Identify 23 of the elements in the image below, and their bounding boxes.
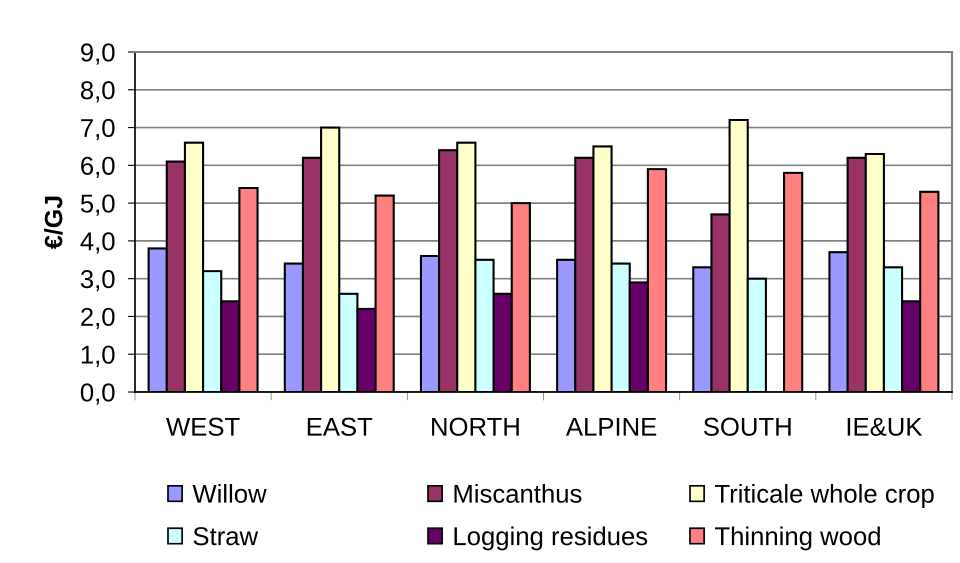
y-tick-label: 2,0 — [81, 308, 115, 330]
y-tick-label: 7,0 — [81, 118, 115, 140]
x-tick-label: SOUTH — [704, 418, 791, 436]
x-tick-label: IE&UK — [848, 418, 922, 436]
y-tick-label: 3,0 — [80, 270, 115, 292]
y-tick-label: 9,0 — [81, 43, 115, 65]
x-tick-label: ALPINE — [566, 418, 656, 436]
x-tick-label: EAST — [308, 418, 372, 436]
y-tick-label: 0,0 — [80, 383, 115, 405]
x-tick-label: WEST — [166, 418, 240, 436]
y-tick-label: 1,0 — [82, 346, 115, 367]
y-axis-title: €/GJ — [44, 196, 63, 249]
y-tick-label: 8,0 — [80, 81, 115, 102]
legend-label: Straw — [194, 527, 258, 546]
y-tick-label: 5,0 — [80, 194, 115, 216]
y-tick-label: 4,0 — [80, 232, 115, 254]
y-tick-label: 6,0 — [81, 156, 115, 178]
legend-label: Miscanthus — [454, 484, 582, 503]
legend-label: Thinning wood — [714, 526, 880, 550]
legend-label: Triticale whole crop — [714, 484, 934, 508]
legend-label: Willow — [192, 484, 267, 503]
legend-label: Logging residues — [454, 526, 648, 550]
x-tick-label: NORTH — [432, 418, 519, 436]
